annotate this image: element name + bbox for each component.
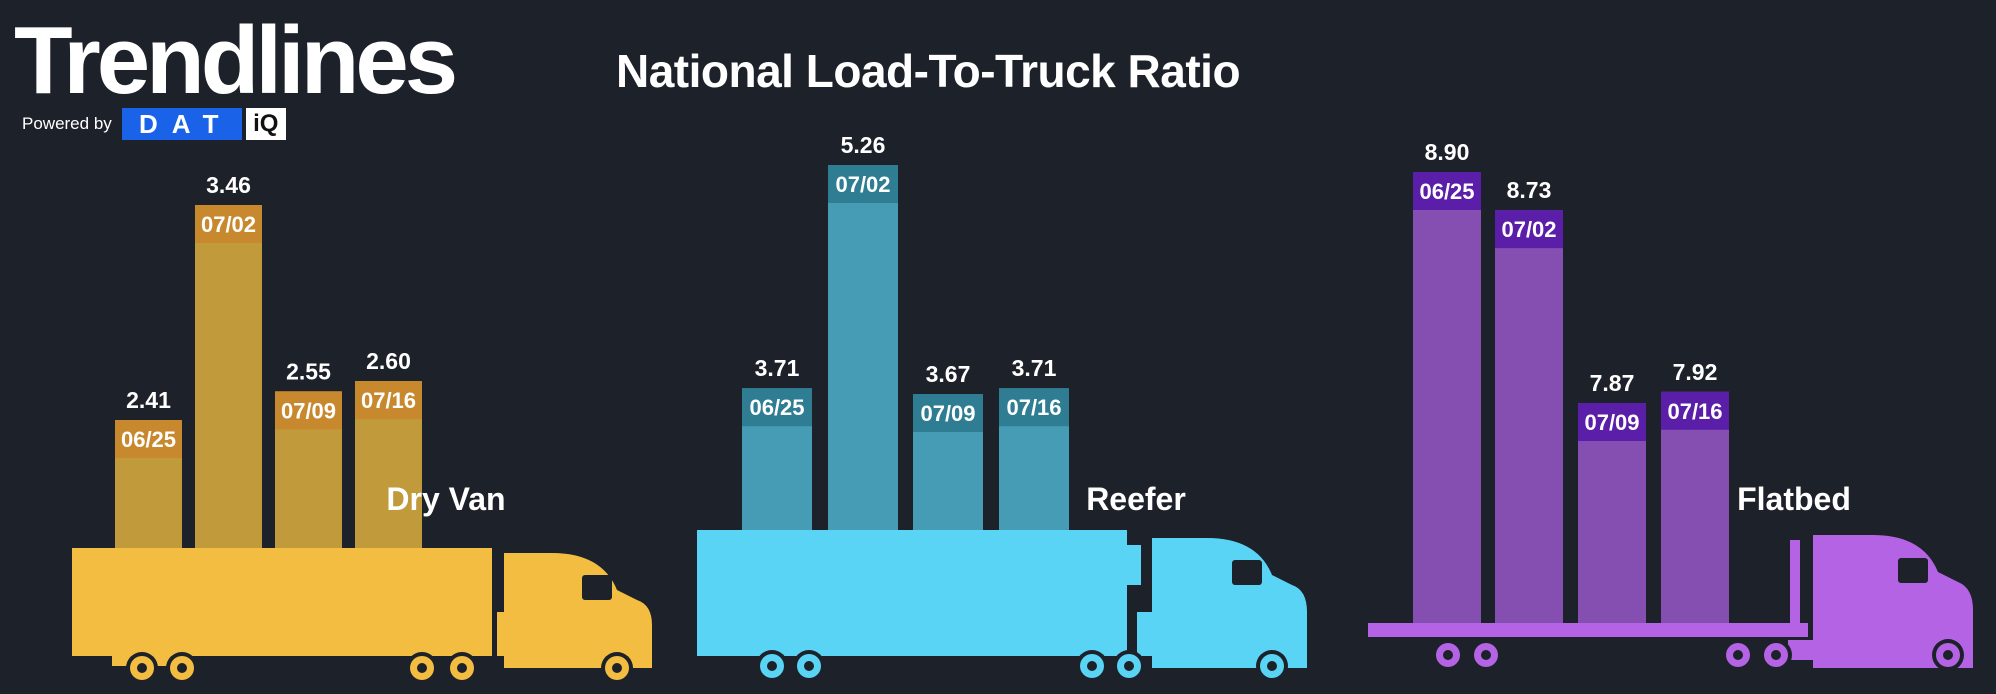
bar-date-tag (355, 381, 422, 420)
truck-wheel-hub (1267, 661, 1277, 671)
brand-title: Trendlines (14, 7, 458, 114)
truck-wheel-hub (1443, 650, 1453, 660)
truck-wheel-hub (1087, 661, 1097, 671)
bar (1661, 391, 1729, 623)
segment-label: Flatbed (1737, 481, 1851, 517)
iq-logo: iQ (245, 108, 286, 140)
bar-group: 07/16 7.92 (1661, 359, 1729, 623)
bar-date-tag (913, 394, 983, 432)
value-label: 3.67 (926, 361, 971, 387)
bar-date-tag (275, 391, 342, 430)
truck-window (1232, 560, 1262, 585)
truck-window (582, 575, 612, 600)
value-label: 2.55 (286, 358, 331, 384)
truck-cab (1813, 535, 1973, 668)
bar-date-tag (1578, 403, 1646, 441)
date-label: 07/09 (920, 401, 975, 426)
dat-logo: DAT (121, 108, 242, 140)
truck-flat (1368, 535, 1973, 671)
value-label: 3.71 (1012, 355, 1057, 381)
value-label: 2.41 (126, 387, 171, 413)
truck-wheel-hub (804, 661, 814, 671)
truck-cab (504, 553, 652, 668)
bar (1495, 210, 1563, 623)
truck-reefer (697, 530, 1307, 682)
truck-van (72, 548, 652, 684)
date-label: 07/16 (361, 388, 416, 413)
bar-group: 07/09 7.87 (1578, 370, 1646, 623)
truck-wheel-hub (1943, 650, 1953, 660)
truck-wheel-hub (1481, 650, 1491, 660)
value-label: 7.92 (1673, 359, 1718, 385)
date-label: 07/16 (1006, 395, 1061, 420)
value-label: 3.71 (755, 355, 800, 381)
truck-wheel-hub (1124, 661, 1134, 671)
value-label: 3.46 (206, 172, 251, 198)
bar-group: 07/09 3.67 (913, 361, 983, 530)
bar-date-tag (1661, 391, 1729, 430)
value-label: 2.60 (366, 348, 411, 374)
bar-date-tag (828, 165, 898, 203)
truck-wheel-hub (612, 663, 622, 673)
segment-label: Reefer (1086, 481, 1186, 517)
date-label: 06/25 (1419, 179, 1474, 204)
truck-trailer (697, 530, 1127, 656)
value-label: 7.87 (1590, 370, 1635, 396)
bar (828, 165, 898, 530)
date-label: 06/25 (749, 395, 804, 420)
truck-headboard (1790, 540, 1800, 630)
bar-date-tag (742, 388, 812, 427)
truck-wheel-hub (177, 663, 187, 673)
truck-wheel-hub (767, 661, 777, 671)
bar-group: 07/02 8.73 (1495, 177, 1563, 623)
truck-wheel-hub (417, 663, 427, 673)
value-label: 5.26 (841, 132, 886, 158)
date-label: 06/25 (121, 427, 176, 452)
truck-wheel-hub (137, 663, 147, 673)
bar-group: 06/25 3.71 (742, 355, 812, 530)
bar-date-tag (999, 388, 1069, 427)
bar-date-tag (1413, 172, 1481, 210)
bar-group: 07/16 2.60 (355, 348, 422, 548)
truck-wheel-hub (457, 663, 467, 673)
date-label: 07/16 (1667, 399, 1722, 424)
bar-group: 07/16 3.71 (999, 355, 1069, 530)
bar-date-tag (195, 205, 262, 243)
powered-by-text: Powered by (22, 114, 112, 133)
value-label: 8.73 (1507, 177, 1552, 203)
date-label: 07/02 (1501, 217, 1556, 242)
truck-flatbed-deck (1368, 623, 1808, 637)
bar-date-tag (115, 420, 182, 458)
bar-group: 06/25 8.90 (1413, 139, 1481, 623)
bar-group: 07/09 2.55 (275, 358, 342, 548)
bar-date-tag (1495, 210, 1563, 249)
date-label: 07/02 (835, 172, 890, 197)
date-label: 07/09 (281, 398, 336, 423)
bar-group: 06/25 2.41 (115, 387, 182, 548)
truck-reefer-unit (1127, 545, 1141, 585)
truck-wheel-hub (1733, 650, 1743, 660)
bar-group: 07/02 3.46 (195, 172, 262, 548)
truck-window (1898, 558, 1928, 583)
date-label: 07/02 (201, 212, 256, 237)
bar (195, 205, 262, 548)
date-label: 07/09 (1584, 410, 1639, 435)
page-title: National Load-To-Truck Ratio (616, 45, 1241, 97)
bar (1413, 172, 1481, 623)
truck-cab (1152, 538, 1307, 668)
truck-wheel-hub (1771, 650, 1781, 660)
bar-group: 07/02 5.26 (828, 132, 898, 530)
powered-by: Powered by DAT iQ (22, 106, 322, 142)
value-label: 8.90 (1425, 139, 1470, 165)
segment-label: Dry Van (386, 481, 505, 517)
truck-trailer (72, 548, 492, 656)
